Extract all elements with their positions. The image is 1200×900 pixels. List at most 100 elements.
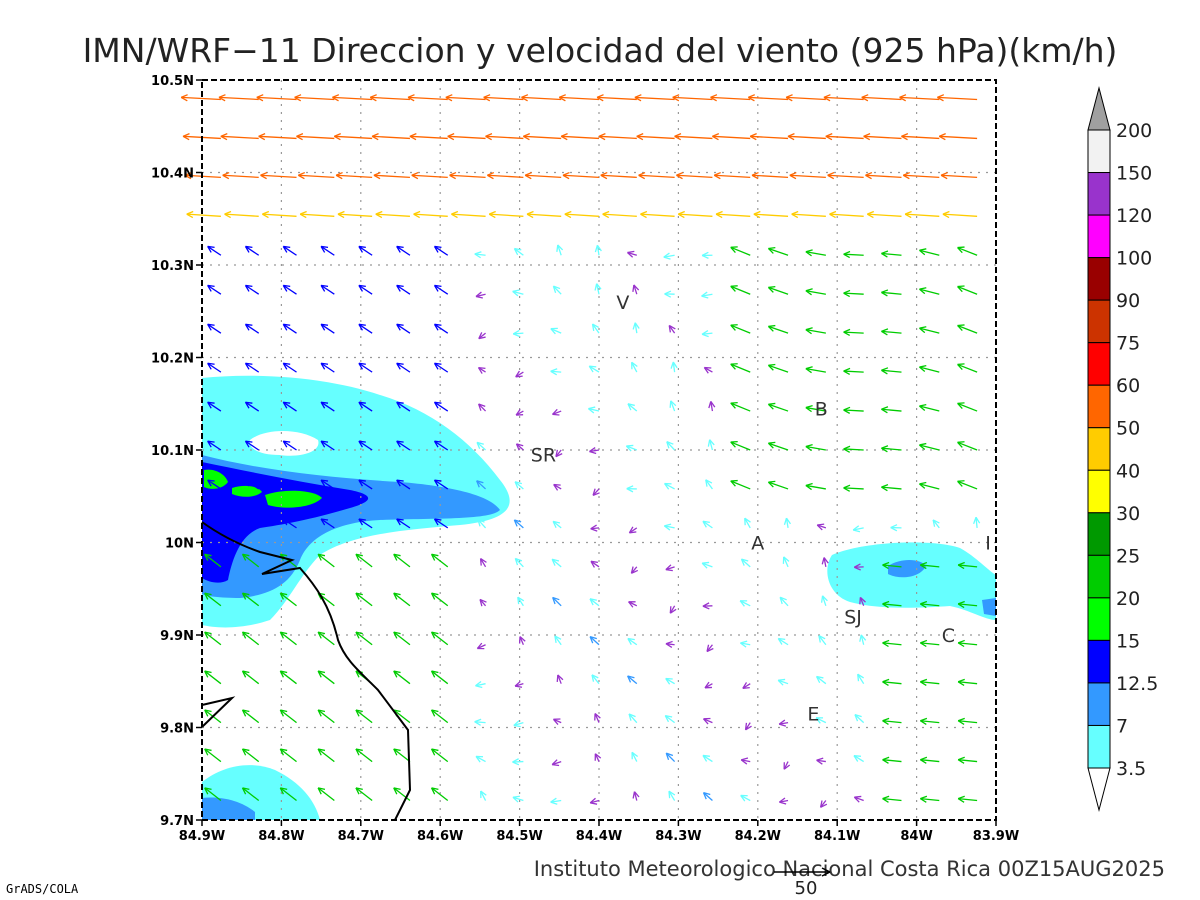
- wind-vector: [730, 246, 751, 256]
- wind-vector-head: [485, 133, 493, 141]
- wind-vector: [220, 135, 259, 140]
- wind-vector-head: [373, 171, 381, 180]
- shade-7-sw: [202, 797, 255, 820]
- wind-vector: [393, 670, 411, 685]
- wind-vector: [393, 631, 411, 646]
- wind-vector-head: [371, 133, 379, 141]
- wind-vector-head: [317, 748, 326, 756]
- wind-vector: [358, 401, 373, 412]
- wind-vector: [552, 520, 562, 529]
- wind-vector: [665, 677, 675, 685]
- map-plot: V B SR A I SJ C E 84.9W 84.8W 84.7W 84.6W 84.5W 84.4…: [151, 74, 1019, 844]
- lat-tick-label: 10.2N: [151, 352, 194, 367]
- wind-vector-head: [260, 171, 268, 180]
- wind-vector-head: [631, 751, 639, 760]
- wind-vector-head: [627, 637, 635, 645]
- wind-vector-head: [706, 644, 714, 653]
- wind-vector: [817, 524, 827, 529]
- coast-main: [201, 521, 412, 821]
- wind-vector-head: [919, 678, 928, 686]
- wind-vector: [589, 598, 600, 607]
- wind-vector: [396, 323, 411, 334]
- wind-vector-head: [919, 248, 927, 256]
- wind-vector-head: [668, 790, 676, 799]
- wind-vector-head: [701, 330, 709, 338]
- wind-vector-head: [358, 440, 366, 448]
- wind-vector-head: [477, 366, 486, 374]
- wind-vector-head: [957, 561, 965, 570]
- wind-vector-head: [744, 517, 751, 526]
- wind-vector: [768, 481, 789, 490]
- wind-vector-head: [702, 717, 711, 725]
- wind-vector: [730, 324, 751, 334]
- credit-text: GrADS/COLA: [6, 882, 79, 896]
- wind-vector: [478, 403, 487, 412]
- wind-vector: [557, 674, 562, 684]
- wind-vector-head: [843, 367, 851, 375]
- wind-vector: [805, 367, 826, 373]
- wind-vector: [393, 709, 411, 724]
- wind-vector: [245, 284, 260, 295]
- wind-vector: [663, 254, 675, 258]
- wind-vector: [791, 213, 826, 217]
- wind-vector-head: [938, 133, 946, 141]
- wind-vector: [393, 553, 411, 568]
- wind-vector: [407, 96, 448, 101]
- wind-speed-shading: [202, 375, 996, 820]
- wind-vector-head: [805, 482, 813, 491]
- wind-vector-head: [634, 94, 642, 102]
- wind-vector-head: [483, 94, 491, 102]
- wind-vector-head: [430, 670, 439, 678]
- wind-vector: [396, 362, 411, 373]
- wind-vector-head: [204, 709, 212, 717]
- wind-vector-head: [355, 592, 363, 600]
- wind-vector-head: [636, 133, 644, 141]
- wind-vector: [242, 592, 260, 607]
- wind-vector: [859, 597, 865, 607]
- colorbar-label: 90: [1116, 290, 1140, 312]
- wind-vector: [282, 284, 297, 295]
- reference-arrowhead: [821, 867, 831, 877]
- wind-vector-head: [859, 634, 867, 642]
- wind-vector: [411, 174, 448, 179]
- colorbar-label: 50: [1116, 418, 1140, 440]
- wind-vector-head: [676, 171, 684, 180]
- wind-vector-head: [358, 245, 366, 253]
- wind-vector-head: [430, 787, 439, 795]
- colorbar-label: 30: [1116, 503, 1140, 525]
- colorbar-bottom-arrow: [1087, 767, 1111, 812]
- wind-vector: [591, 674, 600, 685]
- wind-vector: [431, 748, 449, 763]
- colorbar-box: [1087, 172, 1111, 216]
- wind-vector-head: [937, 94, 945, 102]
- wind-vector-head: [881, 445, 889, 453]
- wind-vector-head: [919, 756, 928, 764]
- wind-vector-head: [677, 210, 685, 219]
- wind-vector-head: [282, 401, 291, 409]
- wind-vector-head: [474, 718, 482, 726]
- wind-vector: [957, 480, 978, 490]
- wind-vector-head: [767, 363, 776, 371]
- wind-vector-head: [218, 94, 226, 102]
- wind-vector: [431, 787, 449, 802]
- wind-vector: [317, 553, 335, 568]
- wind-vector-head: [767, 441, 776, 449]
- wind-vector-head: [558, 94, 566, 102]
- colorbar-label: 75: [1116, 333, 1140, 355]
- wind-vector-head: [866, 210, 875, 219]
- wind-vector: [941, 174, 978, 179]
- wind-vector-head: [556, 674, 564, 682]
- wind-vector-head: [919, 442, 927, 450]
- wind-vector-head: [600, 171, 608, 180]
- lat-tick-label: 10.5N: [151, 74, 194, 89]
- wind-vector: [899, 96, 940, 101]
- wind-vector: [712, 135, 751, 140]
- wind-vector-head: [550, 327, 558, 335]
- colorbar-label: 12.5: [1116, 673, 1158, 695]
- wind-vector-head: [663, 252, 671, 260]
- wind-vector-head: [853, 754, 862, 762]
- wind-vector-head: [843, 328, 851, 337]
- wind-vector-head: [244, 479, 253, 487]
- wind-vector: [358, 284, 373, 295]
- wind-vector-head: [556, 244, 564, 252]
